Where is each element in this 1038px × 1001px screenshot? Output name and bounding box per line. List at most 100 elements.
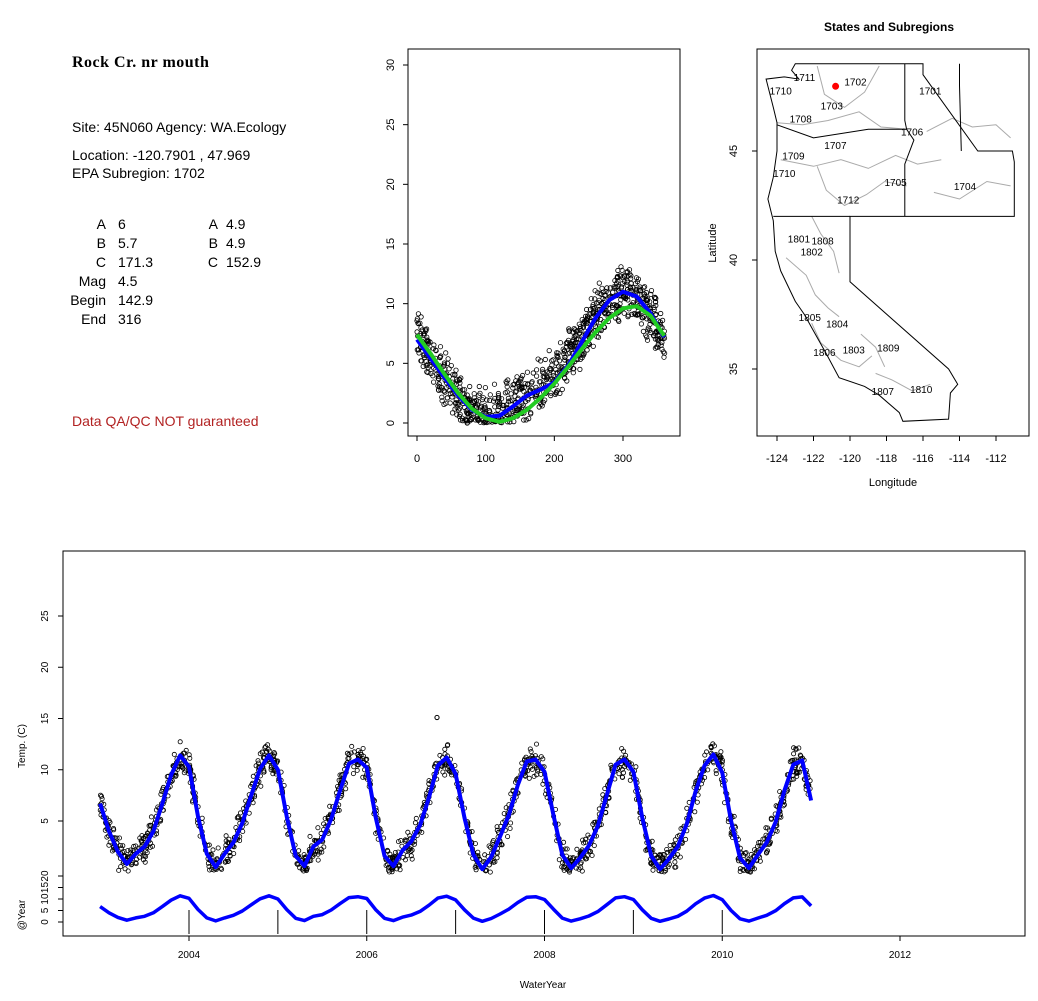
season-data-point xyxy=(510,382,516,388)
season-data-point xyxy=(421,330,427,337)
season-data-point xyxy=(611,285,617,291)
season-data-point xyxy=(533,373,540,379)
season-data-point xyxy=(596,297,602,303)
season-data-point xyxy=(464,410,470,416)
season-y-tick-label: 5 xyxy=(385,360,397,366)
season-data-point xyxy=(453,399,459,406)
season-data-point xyxy=(443,350,449,356)
season-data-point xyxy=(415,321,422,327)
param-value-2: 152.9 xyxy=(226,254,262,270)
season-data-point xyxy=(453,376,460,382)
season-data-point xyxy=(571,366,577,372)
season-data-point xyxy=(511,407,517,413)
season-data-point xyxy=(516,405,522,411)
season-data-point xyxy=(436,376,442,382)
season-data-point xyxy=(494,398,500,405)
season-data-point xyxy=(622,295,629,302)
season-data-point xyxy=(456,377,462,383)
season-data-point xyxy=(504,384,510,390)
season-data-point xyxy=(536,379,543,385)
season-data-point xyxy=(592,288,598,294)
season-data-point xyxy=(594,334,600,340)
season-data-point xyxy=(621,310,627,316)
season-data-point xyxy=(654,344,661,350)
param-label: End xyxy=(81,311,106,327)
season-data-point xyxy=(513,388,519,394)
season-data-point xyxy=(617,273,623,279)
season-data-point xyxy=(616,318,622,324)
season-data-point xyxy=(467,383,473,390)
season-data-point xyxy=(510,385,516,391)
season-data-point xyxy=(610,302,616,308)
season-data-point xyxy=(481,419,487,426)
season-data-point xyxy=(431,342,437,348)
season-data-point xyxy=(605,311,612,317)
season-data-point xyxy=(562,354,568,360)
season-data-point xyxy=(512,393,518,399)
season-data-point xyxy=(596,280,602,286)
season-data-point xyxy=(479,403,485,409)
season-data-point xyxy=(643,332,649,338)
season-data-point xyxy=(496,398,502,405)
param-value: 5.7 xyxy=(118,235,138,251)
location-line: Location: -120.7901 , 47.969 xyxy=(72,147,251,163)
param-label-2: C xyxy=(207,254,218,270)
season-data-point xyxy=(553,366,559,373)
season-data-point xyxy=(504,380,510,386)
season-data-point xyxy=(453,397,459,403)
season-data-point xyxy=(636,286,643,292)
season-data-point xyxy=(641,313,647,320)
season-data-point xyxy=(558,364,564,370)
season-data-point xyxy=(424,334,430,340)
season-data-point xyxy=(638,321,645,327)
season-data-point xyxy=(443,385,450,391)
season-data-point xyxy=(577,356,584,362)
season-data-point xyxy=(527,387,533,393)
season-data-point xyxy=(414,329,420,335)
season-data-point xyxy=(457,380,463,386)
season-data-point xyxy=(630,285,636,291)
season-data-point xyxy=(455,407,462,413)
season-data-point xyxy=(530,370,536,376)
param-label: A xyxy=(96,216,106,232)
season-data-point xyxy=(648,287,655,294)
season-data-point xyxy=(615,267,621,274)
site-title: Rock Cr. nr mouth xyxy=(72,54,210,71)
season-data-point xyxy=(495,390,501,397)
season-data-point xyxy=(640,328,647,334)
season-data-point xyxy=(449,410,456,416)
season-x-tick-label: 100 xyxy=(476,453,494,465)
season-data-point xyxy=(475,417,481,423)
season-data-point xyxy=(584,320,590,326)
season-data-point xyxy=(487,409,493,415)
param-label: B xyxy=(96,235,106,251)
season-data-point xyxy=(457,411,463,417)
season-data-point xyxy=(634,278,641,285)
season-plot-frame xyxy=(407,48,681,437)
season-data-point xyxy=(487,397,493,403)
qa-disclaimer: Data QA/QC NOT guaranteed xyxy=(72,413,259,429)
season-data-point xyxy=(625,313,631,320)
season-data-point xyxy=(500,402,506,409)
season-data-point xyxy=(505,377,511,383)
season-data-point xyxy=(598,316,604,323)
season-data-point xyxy=(415,320,421,326)
season-data-point xyxy=(418,358,424,364)
season-data-point xyxy=(543,376,550,383)
season-data-point xyxy=(492,395,498,402)
season-data-point xyxy=(540,399,546,405)
season-data-point xyxy=(471,395,477,401)
season-data-point xyxy=(547,367,554,373)
season-data-point xyxy=(552,391,558,397)
season-data-point xyxy=(554,353,560,359)
season-data-point xyxy=(441,360,447,366)
season-data-point xyxy=(553,360,560,366)
season-data-point xyxy=(460,417,466,424)
season-data-point xyxy=(542,356,548,363)
season-data-point xyxy=(648,291,654,297)
season-data-point xyxy=(436,387,442,393)
season-data-point xyxy=(653,302,659,309)
season-data-point xyxy=(521,417,527,423)
season-data-point xyxy=(566,326,572,332)
season-x-tick-label: 300 xyxy=(614,453,632,465)
